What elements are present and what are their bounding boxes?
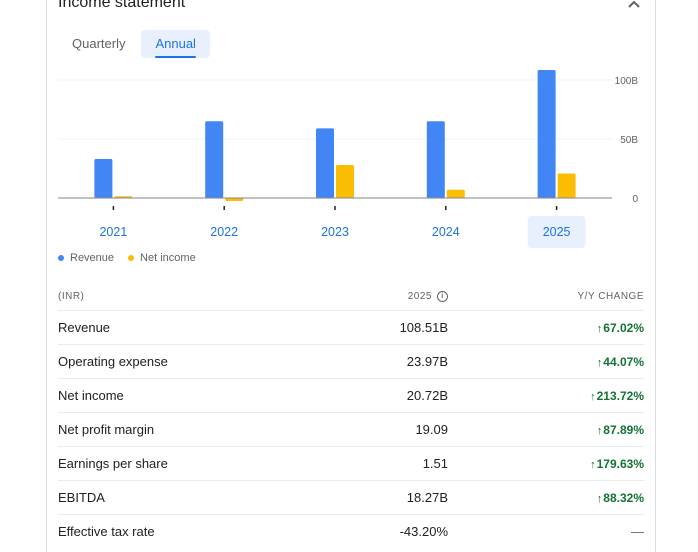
row-label: Net profit margin (58, 422, 155, 437)
selected-year-highlight[interactable] (527, 216, 586, 248)
row-value: 23.97B (406, 354, 448, 369)
income-bar-chart: 0 50B 100B 2021 2022 2023 2024 2025 (58, 69, 639, 248)
collapse-button[interactable] (622, 0, 646, 14)
x-tick-label[interactable]: 2022 (210, 225, 238, 239)
row-change: ↑213.72% (448, 389, 644, 403)
row-change: ↑88.32% (448, 491, 644, 505)
header-currency: (INR) (58, 290, 85, 302)
legend-dot-revenue (58, 255, 64, 261)
arrow-up-icon: ↑ (596, 424, 603, 437)
table-row: Net profit margin 19.09 ↑87.89% (58, 413, 644, 447)
financials-table: (INR) 2025 i Y/Y CHANGE Revenue 108.51B ↑6… (58, 282, 644, 548)
change-value: 87.89% (603, 422, 644, 437)
y-tick-label: 100B (615, 76, 639, 87)
bar-net-income (557, 173, 576, 198)
row-label: Effective tax rate (58, 524, 155, 539)
chevron-up-icon (628, 0, 640, 8)
bar-revenue (537, 69, 556, 199)
x-tick-label[interactable]: 2024 (432, 225, 460, 239)
bar-revenue (94, 159, 113, 198)
change-value: 88.32% (603, 490, 644, 505)
row-label: Operating expense (58, 354, 168, 369)
x-tick-label[interactable]: 2025 (543, 225, 571, 239)
change-value: 213.72% (596, 388, 644, 403)
header-year: 2025 i (308, 290, 448, 302)
bar-revenue (426, 121, 445, 198)
legend-label-net-income: Net income (140, 252, 196, 264)
x-tick-label[interactable]: 2023 (321, 225, 349, 239)
y-tick-label: 50B (620, 135, 638, 146)
legend-item-net-income: Net income (128, 252, 196, 264)
row-value: 108.51B (399, 320, 448, 335)
row-label: Revenue (58, 320, 111, 335)
section-title: Income statement (58, 0, 186, 11)
legend-item-revenue: Revenue (58, 252, 114, 264)
tab-quarterly[interactable]: Quarterly (72, 36, 126, 51)
row-label: Earnings per share (58, 456, 168, 471)
bar-net-income (225, 198, 244, 201)
row-change: ↑44.07% (448, 355, 644, 369)
row-value: 20.72B (406, 388, 448, 403)
table-row: Effective tax rate -43.20% — (58, 515, 644, 548)
bar-revenue (316, 128, 334, 198)
row-change: ↑87.89% (448, 423, 644, 437)
row-value: 1.51 (422, 456, 448, 471)
change-value: 179.63% (596, 456, 644, 471)
change-value: 67.02% (603, 320, 644, 335)
arrow-up-icon: ↑ (596, 322, 603, 335)
table-header: (INR) 2025 i Y/Y CHANGE (58, 282, 644, 311)
row-change: ↑179.63% (448, 457, 644, 471)
arrow-up-icon: ↑ (596, 492, 603, 505)
row-label: EBITDA (58, 490, 105, 505)
row-value: 19.09 (415, 422, 448, 437)
table-row: EBITDA 18.27B ↑88.32% (58, 481, 644, 515)
row-change: — (631, 524, 644, 539)
bar-net-income (336, 164, 354, 198)
table-row: Operating expense 23.97B ↑44.07% (58, 345, 644, 379)
tab-annual[interactable]: Annual (141, 30, 210, 58)
bar-net-income (446, 189, 465, 198)
change-value: 44.07% (603, 354, 644, 369)
period-tabs: Quarterly Annual (58, 30, 210, 58)
table-row: Net income 20.72B ↑213.72% (58, 379, 644, 413)
x-tick-label[interactable]: 2021 (99, 225, 127, 239)
row-change: ↑67.02% (448, 321, 644, 335)
row-value: 18.27B (406, 490, 448, 505)
y-tick-label: 0 (632, 194, 638, 205)
bar-revenue (205, 121, 224, 198)
header-year-label: 2025 (407, 290, 432, 302)
arrow-up-icon: ↑ (596, 356, 603, 369)
legend-dot-net-income (128, 255, 135, 261)
chart-legend: Revenue Net income (58, 252, 196, 264)
row-label: Net income (58, 388, 124, 403)
arrow-up-icon: ↑ (590, 458, 596, 471)
info-icon[interactable]: i (437, 290, 448, 302)
table-row: Earnings per share 1.51 ↑179.63% (58, 447, 644, 481)
table-row: Revenue 108.51B ↑67.02% (58, 311, 644, 345)
header-change: Y/Y CHANGE (577, 290, 644, 302)
row-value: -43.20% (399, 524, 448, 539)
arrow-up-icon: ↑ (590, 390, 596, 403)
legend-label-revenue: Revenue (70, 252, 115, 264)
